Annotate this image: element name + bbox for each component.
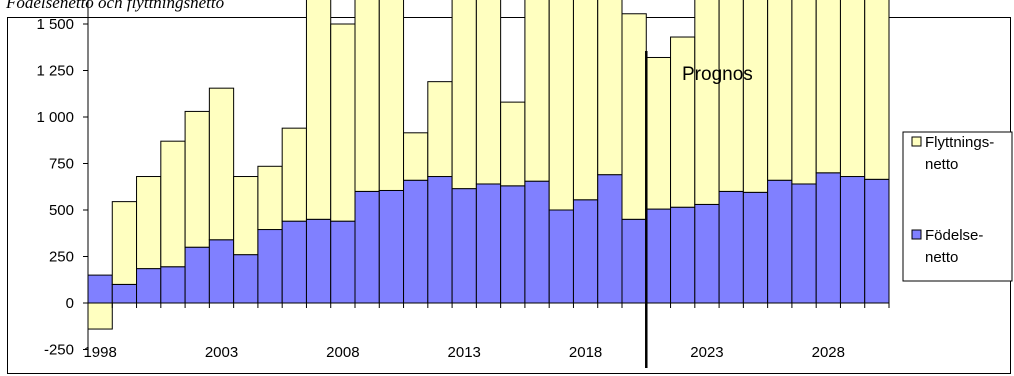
bar-fodelsenetto-2011	[403, 179, 429, 304]
legend-label: netto	[925, 156, 958, 173]
legend-box	[902, 131, 1013, 282]
bar-fodelsenetto-2019	[597, 174, 623, 304]
bar-flyttningsnetto-2012	[427, 81, 453, 178]
x-tick-label-2008: 2008	[326, 344, 359, 361]
x-tick-label-2018: 2018	[569, 344, 602, 361]
legend-label: Flyttnings-	[925, 134, 994, 151]
bar-flyttningsnetto-2028	[815, 0, 841, 174]
bar-flyttningsnetto-2003	[208, 87, 235, 241]
bar-fodelsenetto-2013	[451, 188, 477, 304]
bar-flyttningsnetto-2007	[305, 0, 332, 220]
x-tick-label-1998: 1998	[83, 344, 116, 361]
legend-label: Födelse-	[925, 227, 983, 244]
legend-swatch-flyttningsnetto	[911, 136, 922, 147]
legend-swatch-fodelsenetto	[911, 229, 922, 240]
bar-fodelsenetto-2004	[233, 254, 259, 304]
bar-flyttningsnetto-2013	[451, 0, 477, 190]
bar-flyttningsnetto-2020	[621, 13, 647, 220]
y-tick-label: 0	[66, 295, 74, 312]
bar-flyttningsnetto-2018	[572, 0, 599, 201]
bar-fodelsenetto-1999	[111, 283, 138, 304]
forecast-annotation: Prognos	[682, 64, 753, 85]
bar-flyttningsnetto-2004	[233, 176, 259, 256]
y-tick-label: 500	[49, 202, 74, 219]
bar-flyttningsnetto-2005	[257, 165, 283, 231]
bar-flyttningsnetto-2011	[403, 132, 429, 181]
bar-fodelsenetto-2007	[305, 218, 332, 304]
bar-flyttningsnetto-2025	[742, 0, 769, 193]
bar-flyttningsnetto-2016	[524, 0, 550, 182]
y-tick-label: -250	[44, 342, 74, 359]
bar-flyttningsnetto-2029	[839, 0, 866, 178]
bar-fodelsenetto-2000	[136, 268, 162, 304]
bar-fodelsenetto-2026	[767, 179, 793, 304]
bar-flyttningsnetto-2019	[597, 0, 623, 176]
y-tick-label: 250	[49, 249, 74, 266]
bar-flyttningsnetto-1998	[87, 302, 113, 330]
bar-fodelsenetto-2016	[524, 180, 550, 304]
bars-group	[87, 0, 890, 330]
bar-fodelsenetto-2008	[330, 220, 356, 304]
legend-label: netto	[925, 249, 958, 266]
bar-fodelsenetto-2012	[427, 176, 453, 304]
x-tick-label-2028: 2028	[812, 344, 845, 361]
bar-flyttningsnetto-2026	[767, 0, 793, 181]
bar-flyttningsnetto-2008	[330, 23, 356, 222]
bar-flyttningsnetto-2010	[378, 0, 405, 191]
bar-fodelsenetto-2029	[839, 176, 866, 304]
bar-flyttningsnetto-2006	[281, 127, 307, 222]
bar-fodelsenetto-2028	[815, 172, 841, 304]
x-tick-label-2003: 2003	[205, 344, 238, 361]
bar-fodelsenetto-2010	[378, 189, 405, 304]
bar-fodelsenetto-2005	[257, 229, 283, 304]
bar-fodelsenetto-2025	[742, 191, 769, 304]
bar-flyttningsnetto-2030	[864, 0, 890, 180]
bar-flyttningsnetto-2000	[136, 176, 162, 270]
bar-fodelsenetto-2024	[718, 190, 744, 304]
y-tick-label: 750	[49, 156, 74, 173]
bar-flyttningsnetto-2023	[694, 0, 720, 205]
x-tick-label-2023: 2023	[690, 344, 723, 361]
bar-fodelsenetto-2002	[184, 246, 210, 304]
bar-flyttningsnetto-2001	[160, 140, 186, 268]
bar-flyttningsnetto-2022	[670, 36, 696, 208]
y-tick-label: 1 500	[36, 16, 74, 33]
bar-flyttningsnetto-2015	[500, 101, 526, 187]
legend: Flyttnings-netto Födelse-netto	[902, 131, 1013, 282]
bar-fodelsenetto-2023	[694, 203, 720, 304]
bar-flyttningsnetto-1999	[111, 201, 138, 285]
bar-flyttningsnetto-2009	[354, 0, 380, 192]
bar-flyttningsnetto-2017	[548, 0, 574, 211]
bar-fodelsenetto-2014	[475, 183, 502, 304]
bar-fodelsenetto-2006	[281, 220, 307, 304]
bar-fodelsenetto-2021	[645, 208, 672, 304]
bar-fodelsenetto-2020	[621, 218, 647, 304]
bar-flyttningsnetto-2021	[645, 56, 672, 210]
chart-title: Födelsenetto och flyttningsnetto	[6, 0, 225, 12]
bar-fodelsenetto-2001	[160, 266, 186, 304]
bar-flyttningsnetto-2027	[791, 0, 817, 185]
bar-fodelsenetto-2027	[791, 183, 817, 304]
bar-fodelsenetto-2003	[208, 239, 235, 304]
bar-fodelsenetto-2018	[572, 199, 599, 304]
y-tick-label: 1 000	[36, 109, 74, 126]
y-tick-label: 1 250	[36, 63, 74, 80]
bar-flyttningsnetto-2024	[718, 0, 744, 192]
bar-fodelsenetto-2017	[548, 209, 574, 304]
bar-fodelsenetto-2015	[500, 185, 526, 304]
x-tick-label-2013: 2013	[448, 344, 481, 361]
bar-flyttningsnetto-2014	[475, 0, 502, 185]
bar-fodelsenetto-2030	[864, 178, 890, 304]
bar-fodelsenetto-2022	[670, 206, 696, 304]
bar-flyttningsnetto-2002	[184, 110, 210, 248]
bar-fodelsenetto-2009	[354, 190, 380, 304]
bar-fodelsenetto-1998	[87, 274, 113, 304]
